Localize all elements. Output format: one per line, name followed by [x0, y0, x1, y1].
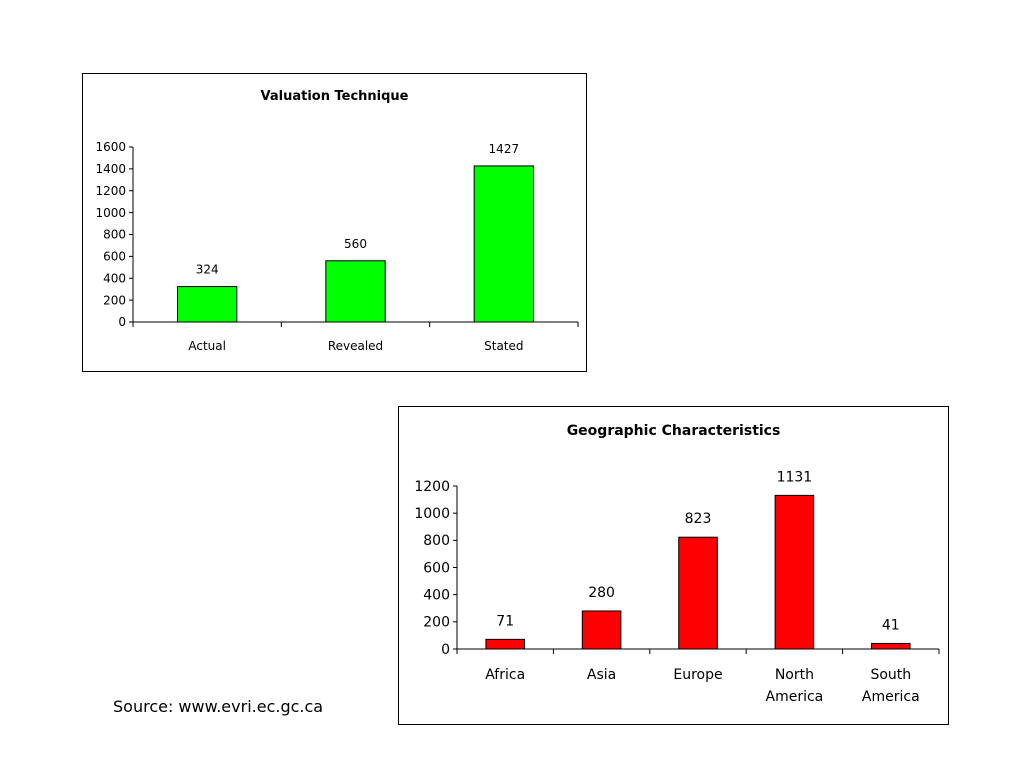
source-caption: Source: www.evri.ec.gc.ca — [113, 697, 324, 716]
y-tick-label: 1600 — [95, 140, 126, 154]
data-label: 560 — [344, 237, 367, 251]
y-tick-label: 200 — [103, 293, 126, 307]
y-tick-label: 1200 — [414, 479, 450, 495]
geographic-characteristics-chart: Geographic Characteristics 0 200 400 600 800… — [398, 406, 949, 725]
x-tick-label: America — [766, 689, 824, 705]
y-tick-label: 400 — [103, 271, 126, 285]
chart-title: Geographic Characteristics — [566, 423, 781, 439]
y-tick-label: 1200 — [95, 184, 126, 198]
data-label: 1427 — [489, 142, 520, 156]
bar — [581, 610, 622, 650]
y-tick-label: 800 — [423, 533, 450, 549]
x-tick-label: Europe — [673, 667, 722, 683]
y-tick-label: 1000 — [414, 506, 450, 522]
x-tick-label: Actual — [188, 339, 226, 353]
y-tick-label: 600 — [423, 560, 450, 576]
data-label: 324 — [196, 263, 219, 277]
valuation-technique-chart: Valuation Technique 0 200 400 600 800 1000 120… — [82, 73, 587, 372]
y-tick-label: 600 — [103, 250, 126, 264]
x-tick-label: Africa — [485, 667, 525, 683]
bar — [871, 642, 911, 650]
y-tick-label: 0 — [118, 315, 126, 329]
bar — [325, 260, 386, 323]
y-tick-label: 1400 — [95, 162, 126, 176]
chart-title: Valuation Technique — [260, 89, 409, 104]
x-tick-label: Stated — [484, 339, 523, 353]
data-label: 1131 — [777, 469, 813, 485]
y-tick-label: 0 — [441, 642, 450, 658]
bar — [177, 286, 238, 323]
x-tick-label: America — [862, 689, 920, 705]
y-tick-label: 800 — [103, 228, 126, 242]
x-tick-label: South — [870, 667, 911, 683]
bar — [485, 638, 525, 650]
y-tick-label: 400 — [423, 588, 450, 604]
x-tick-label: Revealed — [328, 339, 383, 353]
geographic-characteristics-plot: 0 200 400 600 800 1000 1200 71 Africa 280 Asia 823 E… — [414, 469, 940, 705]
data-label: 41 — [882, 617, 900, 633]
bar — [473, 165, 534, 323]
data-label: 280 — [588, 585, 615, 601]
valuation-technique-plot: 0 200 400 600 800 1000 1200 1400 1600 324 Actual 56… — [95, 140, 579, 353]
y-tick-label: 200 — [423, 615, 450, 631]
data-label: 823 — [685, 511, 712, 527]
bar — [678, 536, 718, 650]
bar — [774, 494, 815, 650]
data-label: 71 — [496, 613, 514, 629]
y-tick-label: 1000 — [95, 206, 126, 220]
x-tick-label: Asia — [587, 667, 616, 683]
x-tick-label: North — [775, 667, 814, 683]
